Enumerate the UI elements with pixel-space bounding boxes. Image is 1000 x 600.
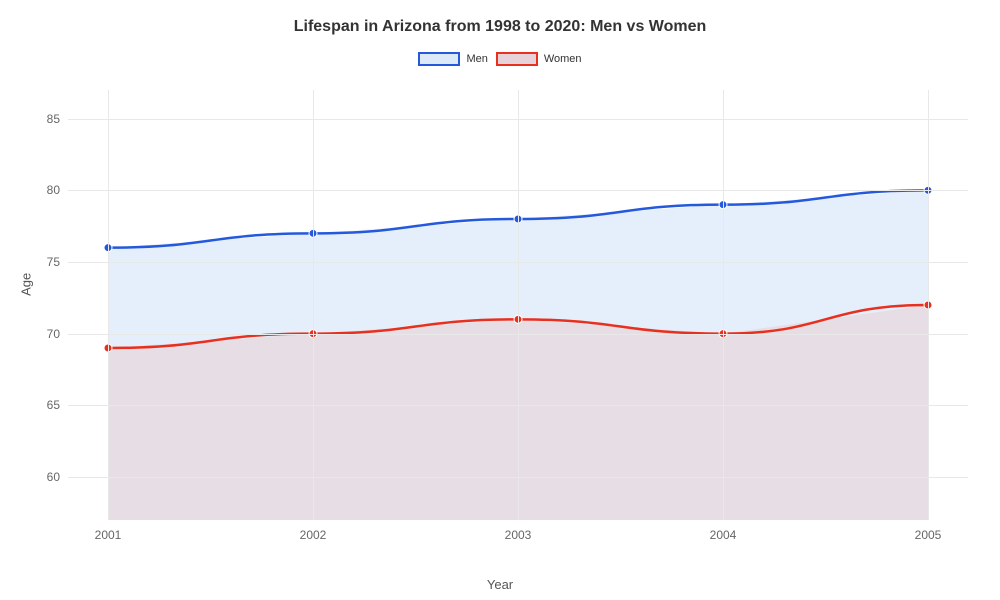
y-tick: 70 — [47, 327, 60, 341]
legend-item-women: Women — [496, 52, 582, 66]
grid-line-h — [68, 334, 968, 335]
x-tick: 2002 — [300, 528, 327, 542]
grid-line-h — [68, 119, 968, 120]
legend-label-men: Men — [466, 53, 487, 65]
x-tick: 2005 — [915, 528, 942, 542]
grid-line-h — [68, 405, 968, 406]
x-tick: 2001 — [95, 528, 122, 542]
chart-container: Lifespan in Arizona from 1998 to 2020: M… — [0, 0, 1000, 600]
y-tick: 75 — [47, 255, 60, 269]
legend-swatch-men — [418, 52, 460, 66]
chart-legend: Men Women — [0, 52, 1000, 66]
chart-title: Lifespan in Arizona from 1998 to 2020: M… — [0, 0, 1000, 36]
y-axis-label: Age — [19, 273, 34, 296]
legend-swatch-women — [496, 52, 538, 66]
grid-line-h — [68, 190, 968, 191]
x-axis-label: Year — [487, 577, 513, 592]
y-tick: 85 — [47, 112, 60, 126]
grid-line-v — [928, 90, 929, 520]
x-tick: 2003 — [505, 528, 532, 542]
y-tick: 80 — [47, 183, 60, 197]
legend-item-men: Men — [418, 52, 487, 66]
grid-line-h — [68, 477, 968, 478]
grid-line-v — [108, 90, 109, 520]
x-tick: 2004 — [710, 528, 737, 542]
y-tick: 60 — [47, 470, 60, 484]
grid-line-h — [68, 262, 968, 263]
plot-area: 20012002200320042005606570758085 — [68, 90, 968, 520]
legend-label-women: Women — [544, 53, 582, 65]
y-tick: 65 — [47, 398, 60, 412]
grid-line-v — [518, 90, 519, 520]
grid-line-v — [313, 90, 314, 520]
grid-line-v — [723, 90, 724, 520]
